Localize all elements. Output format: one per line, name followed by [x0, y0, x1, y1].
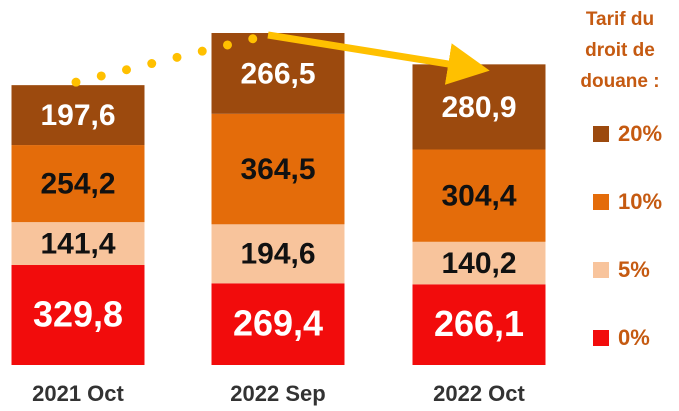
x-tick-label: 2022 Sep — [230, 381, 325, 406]
value-label: 141,4 — [40, 227, 115, 260]
bar-segment — [412, 149, 546, 242]
legend-swatch — [593, 194, 609, 210]
bar-segment — [11, 222, 145, 266]
x-tick-label: 2021 Oct — [32, 381, 124, 406]
value-label: 304,4 — [441, 180, 516, 213]
legend-title: droit de — [585, 40, 655, 61]
bar-segment — [11, 85, 145, 146]
bar-segment — [11, 265, 145, 365]
bar-segment — [211, 283, 345, 365]
bar-segment — [412, 241, 546, 285]
value-label: 197,6 — [40, 99, 115, 132]
legend-label: 5% — [618, 257, 650, 282]
value-label: 280,9 — [441, 91, 516, 124]
value-label: 266,1 — [434, 303, 524, 344]
legend-swatch — [593, 262, 609, 278]
bar-segment — [211, 113, 345, 225]
legend-swatch — [593, 126, 609, 142]
value-label: 364,5 — [240, 153, 315, 186]
value-label: 140,2 — [441, 247, 516, 280]
value-label: 266,5 — [240, 57, 315, 90]
value-label: 269,4 — [233, 303, 323, 344]
legend-label: 10% — [618, 189, 662, 214]
value-label: 329,8 — [33, 294, 123, 335]
legend-swatch — [593, 330, 609, 346]
legend-label: 20% — [618, 121, 662, 146]
trend-arrow — [267, 31, 490, 85]
bar-segment — [412, 284, 546, 365]
legend-label: 0% — [618, 325, 650, 350]
legend-title: Tarif du — [586, 9, 654, 30]
value-label: 254,2 — [40, 168, 115, 201]
value-label: 194,6 — [240, 238, 315, 271]
legend-title: douane : — [580, 71, 659, 92]
x-tick-label: 2022 Oct — [433, 381, 525, 406]
bar-segment — [211, 224, 345, 284]
bar-segment — [11, 145, 145, 223]
